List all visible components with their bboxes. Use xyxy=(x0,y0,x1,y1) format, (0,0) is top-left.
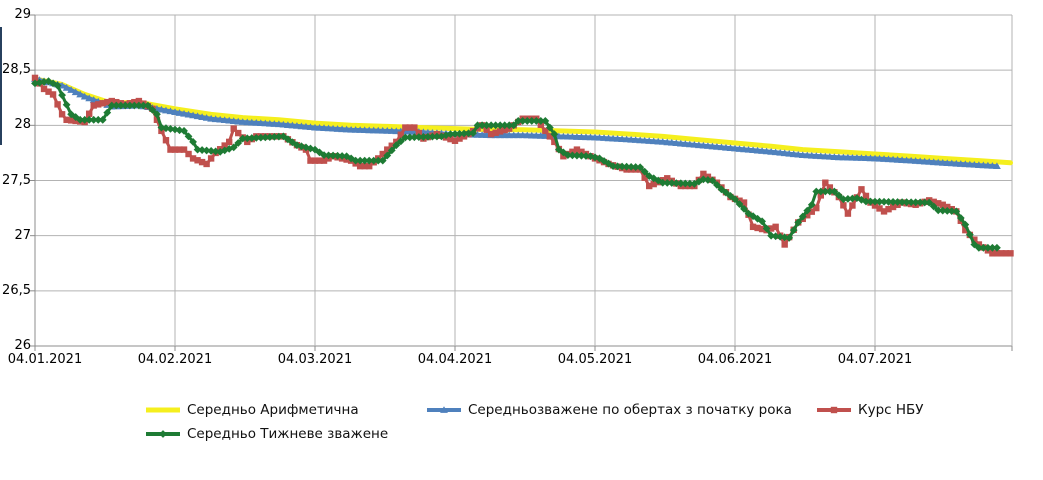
x-axis-tick-label: 04.04.2021 xyxy=(417,352,493,367)
exchange-rate-line-chart xyxy=(30,14,1014,351)
legend-item-weekly-weighted: Середньо Тижневе зважене xyxy=(146,426,388,442)
x-axis-tick-label: 04.01.2021 xyxy=(7,352,83,367)
y-axis-tick-label: 27,5 xyxy=(2,172,31,188)
legend-item-weighted-ytd: Середньозважене по обертах з початку рок… xyxy=(427,402,792,418)
legend-item-average-arithmetic: Середньо Арифметична xyxy=(146,402,359,418)
y-axis-tick-label: 28,5 xyxy=(2,62,31,78)
y-axis-tick-label: 26 xyxy=(14,338,31,353)
x-axis-tick-label: 04.06.2021 xyxy=(697,352,773,367)
legend-diamond-swatch-icon xyxy=(146,428,180,440)
x-axis-tick-label: 04.07.2021 xyxy=(837,352,913,367)
legend-line-swatch-icon xyxy=(146,404,180,416)
y-axis-tick-label: 27 xyxy=(14,227,31,243)
x-axis-tick-label: 04.05.2021 xyxy=(557,352,633,367)
window-left-edge-artifact xyxy=(0,27,2,145)
legend-label: Середньозважене по обертах з початку рок… xyxy=(468,402,792,418)
legend-label: Курс НБУ xyxy=(858,402,924,418)
y-axis-tick-label: 28 xyxy=(14,117,31,133)
legend-square-swatch-icon xyxy=(817,404,851,416)
legend-item-nbu-rate: Курс НБУ xyxy=(817,402,924,418)
x-axis-tick-label: 04.03.2021 xyxy=(277,352,353,367)
legend-triangle-swatch-icon xyxy=(427,404,461,416)
y-axis-tick-label: 29 xyxy=(14,7,31,22)
y-axis-tick-label: 26,5 xyxy=(2,282,31,298)
legend-label: Середньо Арифметична xyxy=(187,402,359,418)
legend-label: Середньо Тижневе зважене xyxy=(187,426,389,442)
x-axis-tick-label: 04.02.2021 xyxy=(137,352,213,367)
